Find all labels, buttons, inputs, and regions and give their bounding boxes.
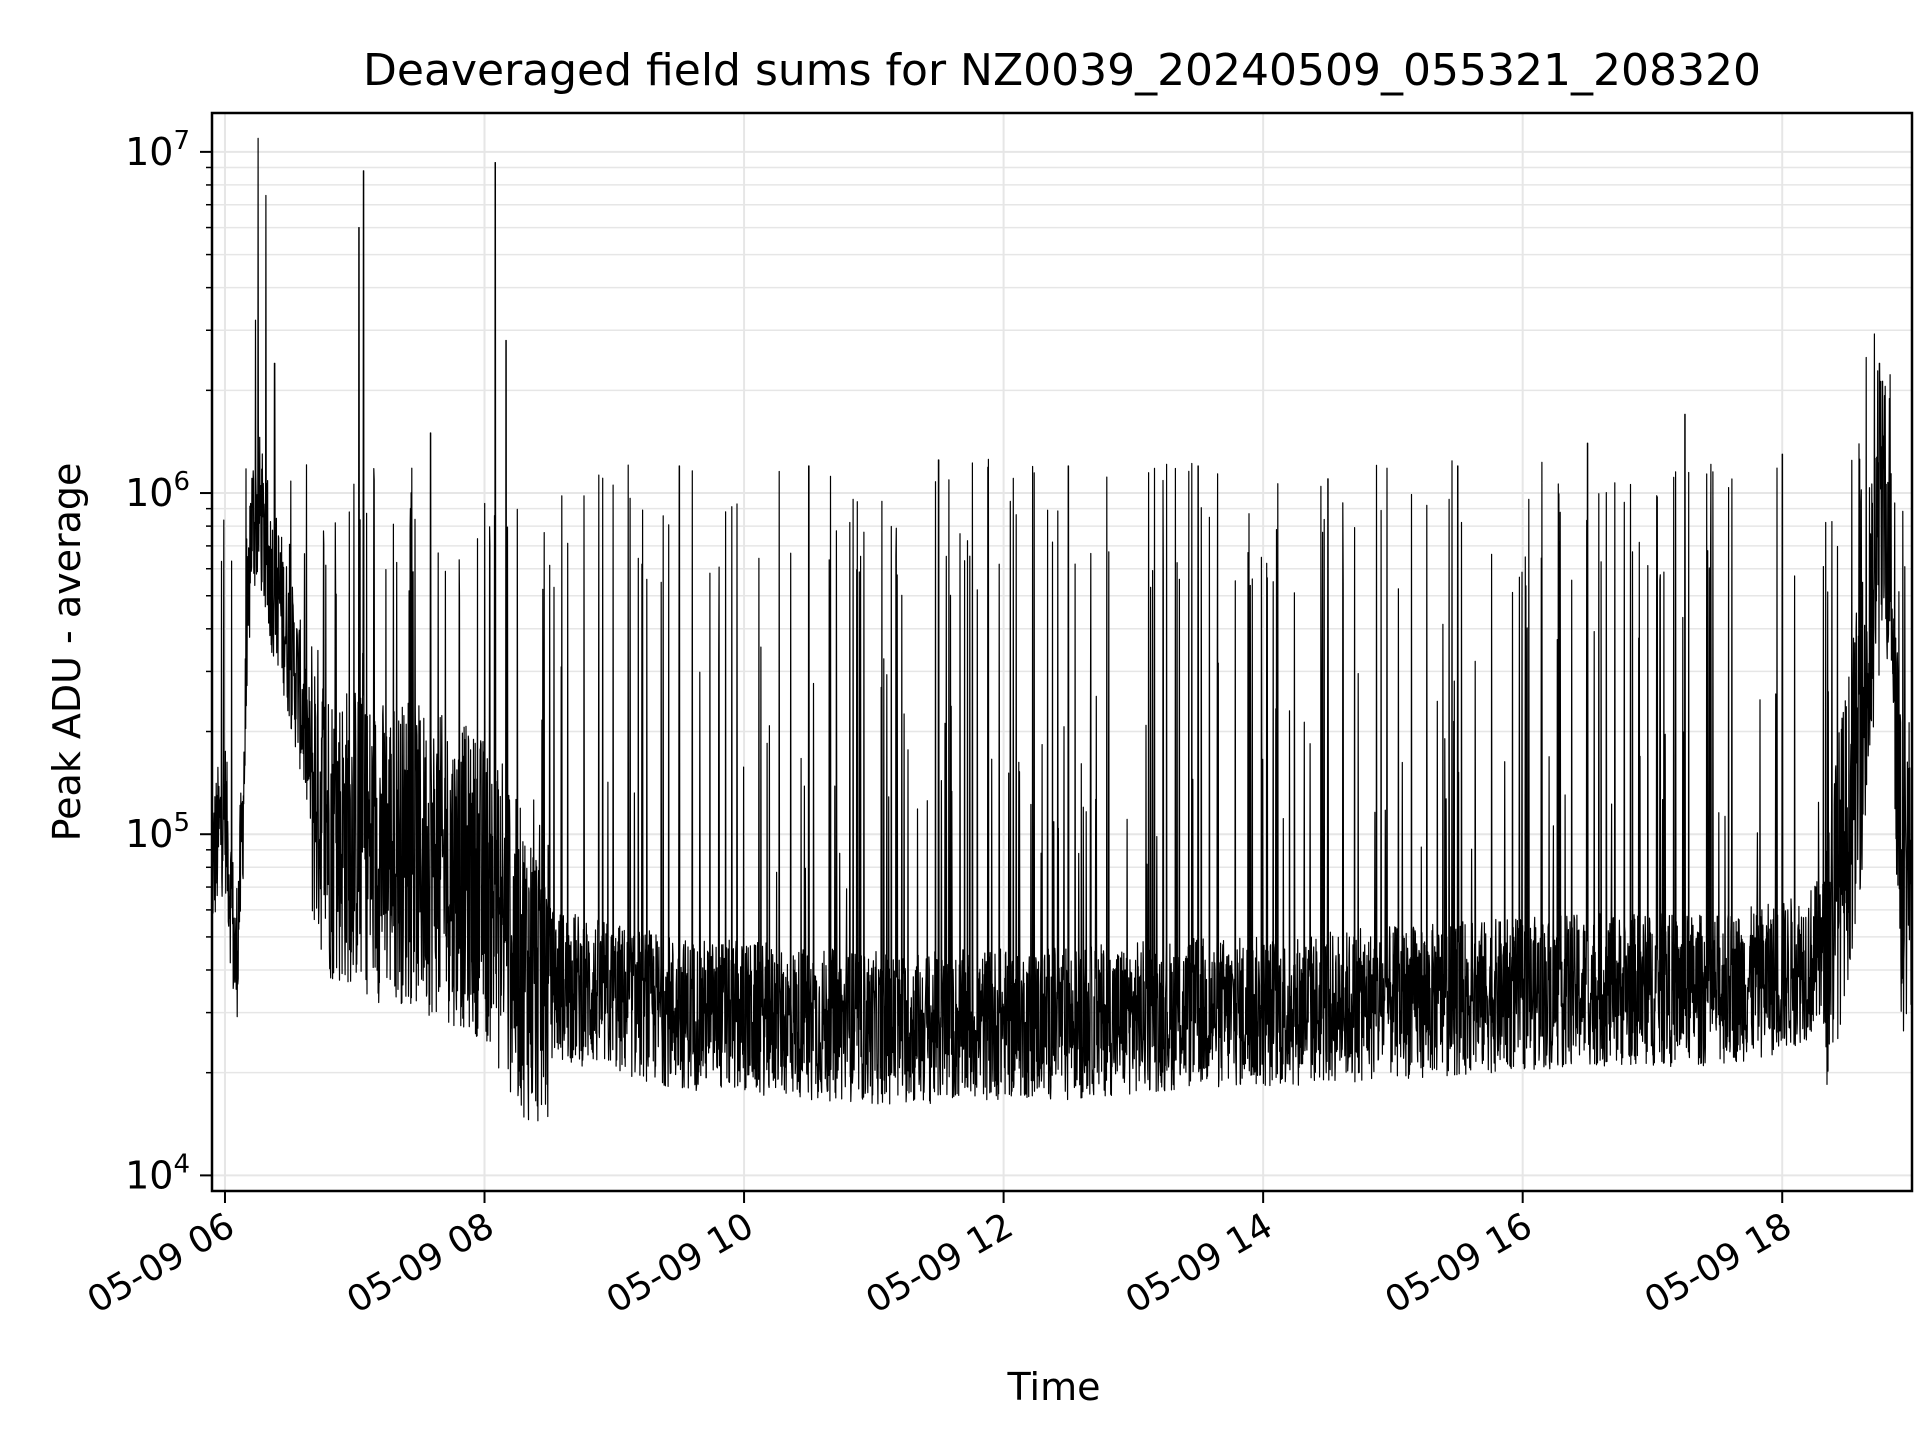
- y-tick-label: 106: [125, 467, 190, 515]
- y-axis: 104 105 106 107: [125, 126, 212, 1197]
- y-tick-label: 104: [125, 1149, 190, 1197]
- x-axis-label: Time: [1007, 1365, 1101, 1409]
- y-axis-label: Peak ADU - average: [45, 463, 89, 842]
- axes-frame: [210, 111, 1914, 1193]
- y-tick-label: 107: [125, 126, 190, 174]
- chart-title: Deaveraged field sums for NZ0039_2024050…: [363, 45, 1761, 96]
- y-tick-label: 105: [125, 808, 190, 856]
- plot-area: [211, 137, 1913, 1122]
- series-line: [211, 137, 1913, 1122]
